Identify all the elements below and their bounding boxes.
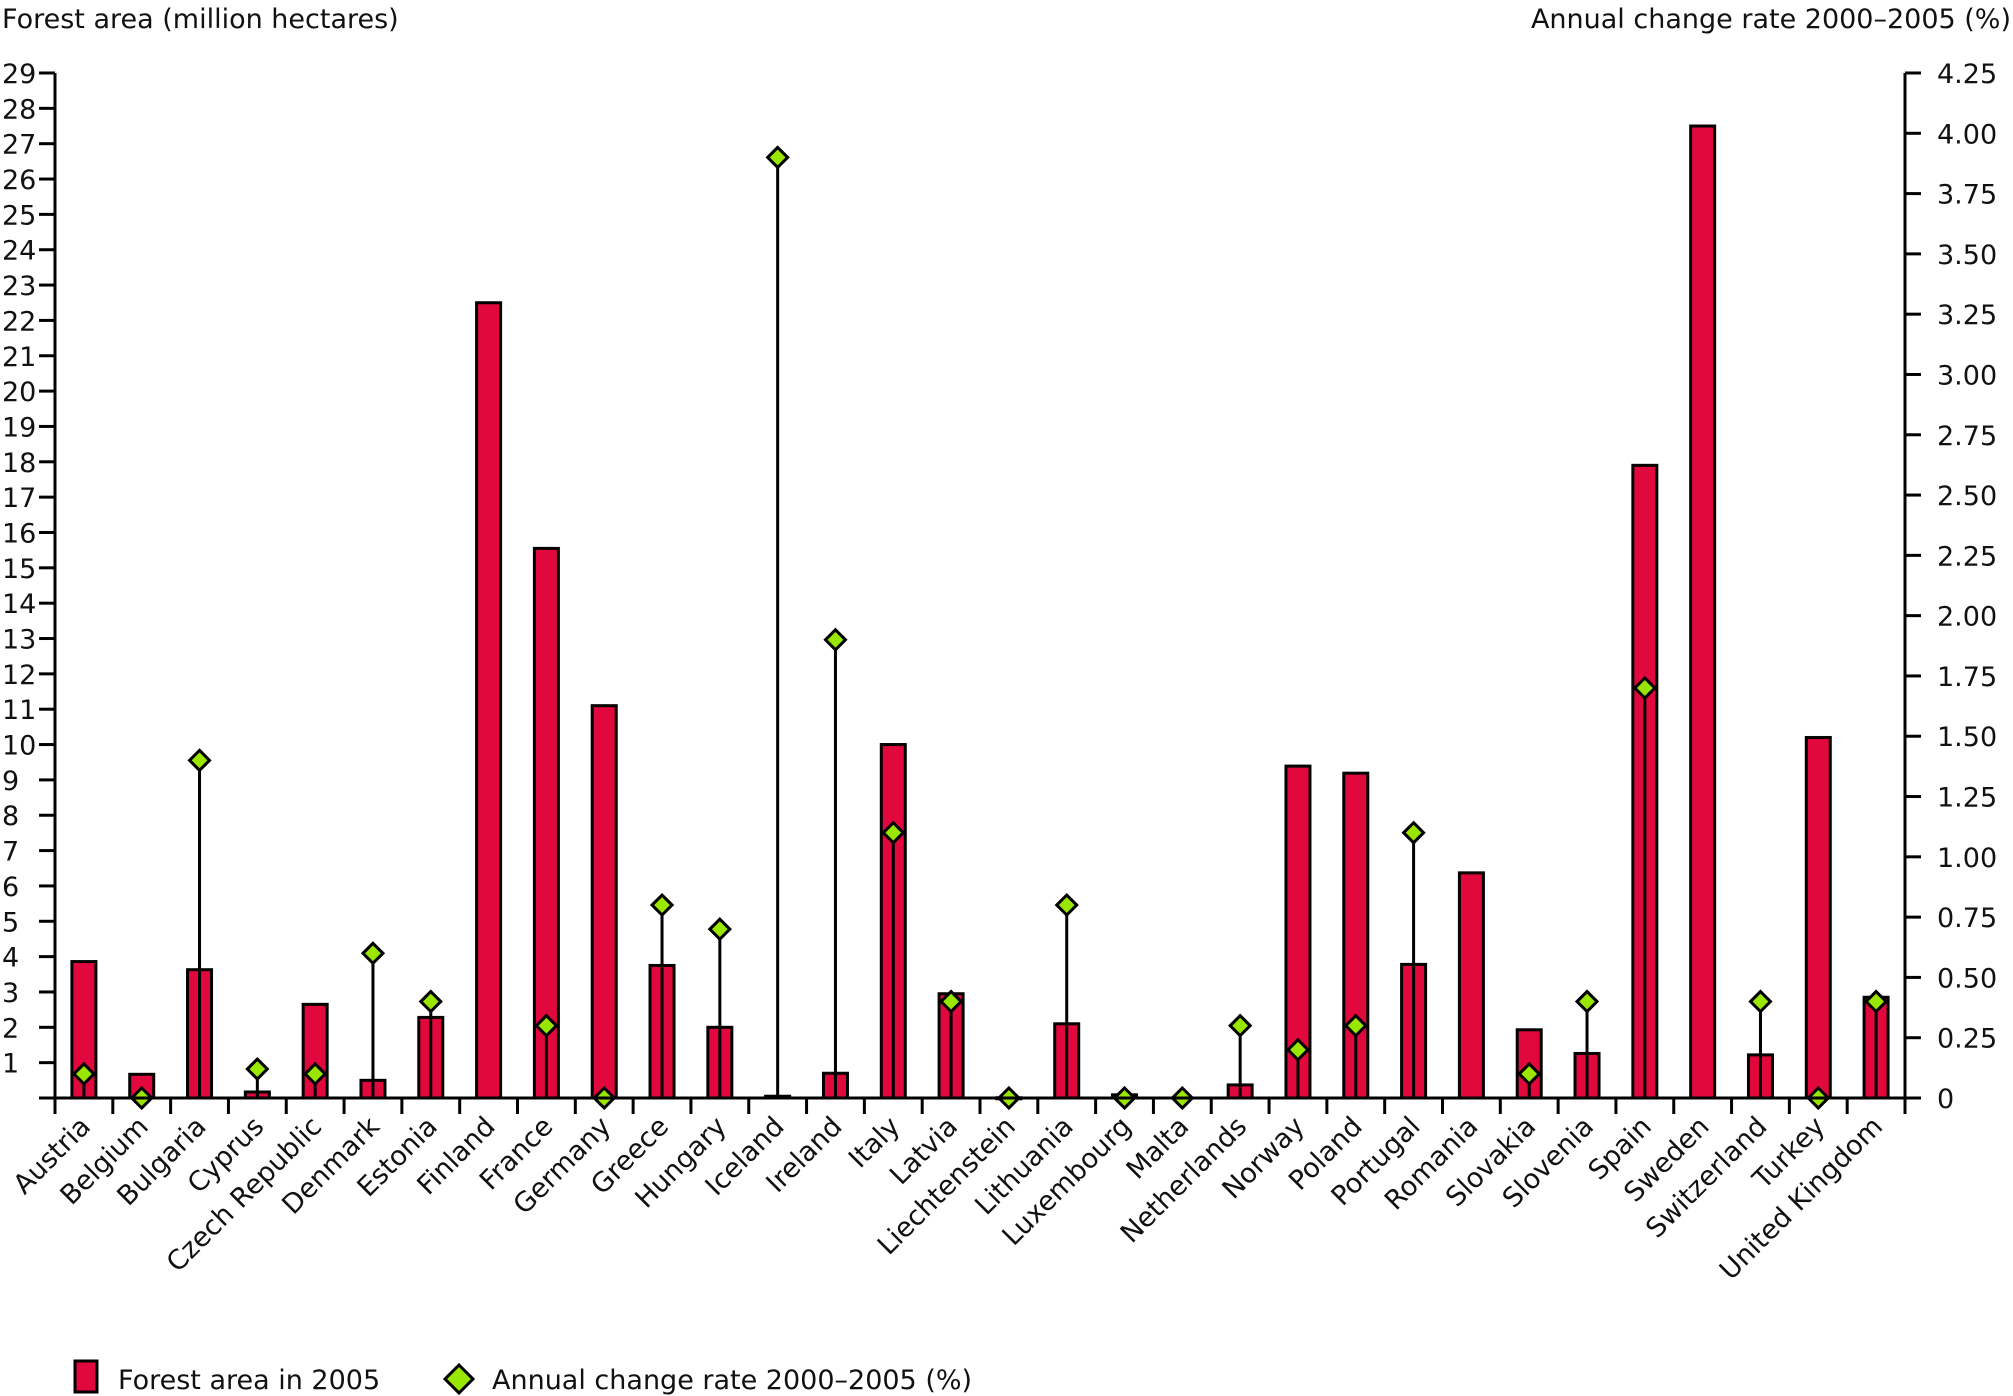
rate-marker-greece: [649, 892, 675, 918]
rate-marker-france: [534, 1013, 559, 1038]
left-tick-label: 4: [2, 943, 19, 974]
right-tick-label: 0: [1937, 1084, 1954, 1115]
left-tick-label: 24: [2, 236, 36, 267]
rate-marker-italy: [881, 820, 906, 845]
left-tick-label: 26: [2, 165, 36, 196]
rate-marker-norway: [1285, 1037, 1311, 1062]
rate-marker-netherlands: [1228, 1013, 1253, 1038]
rate-marker-united-kingdom: [1863, 989, 1889, 1014]
right-tick-label: 3.50: [1937, 240, 1997, 271]
left-tick-label: 18: [2, 448, 36, 479]
left-tick-label: 22: [2, 306, 36, 337]
right-tick-label: 2.75: [1937, 421, 1997, 452]
legend: Forest area in 2005 Annual change rate 2…: [73, 1359, 972, 1396]
left-tick-label: 11: [2, 695, 36, 726]
bar-germany: [590, 704, 618, 1100]
left-tick-label: 28: [2, 94, 36, 125]
rate-marker-ireland: [823, 627, 848, 652]
bar-romania: [1457, 871, 1485, 1100]
left-tick-label: 21: [2, 342, 36, 373]
left-tick-label: 2: [2, 1013, 19, 1044]
rate-marker-portugal: [1401, 820, 1426, 845]
left-tick-label: 19: [2, 412, 36, 443]
right-tick-label: 0.50: [1937, 963, 1997, 994]
left-tick-label: 5: [2, 907, 19, 938]
rate-marker-switzerland: [1748, 989, 1773, 1014]
right-tick-label: 2.50: [1937, 481, 1997, 512]
left-axis-title: Forest area (million hectares): [2, 4, 399, 35]
rate-marker-latvia: [938, 989, 964, 1014]
left-tick-label: 20: [2, 377, 36, 408]
left-tick-label: 14: [2, 589, 36, 620]
right-axis-title: Annual change rate 2000–2005 (%): [1531, 4, 2011, 35]
left-tick-label: 23: [2, 271, 36, 302]
rate-marker-spain: [1632, 675, 1657, 701]
left-tick-label: 29: [2, 59, 36, 90]
bar-series: [70, 124, 1890, 1101]
legend-label-change-rate: Annual change rate 2000–2005 (%): [492, 1365, 972, 1396]
marker-series: [71, 145, 1889, 1111]
rate-marker-hungary: [707, 917, 732, 942]
bar-sweden: [1689, 124, 1717, 1100]
bar-france: [532, 546, 560, 1100]
left-tick-label: 15: [2, 554, 36, 585]
right-tick-label: 1.00: [1937, 843, 1997, 874]
left-tick-label: 9: [2, 766, 19, 797]
left-tick-label: 17: [2, 483, 36, 514]
rate-marker-cyprus: [245, 1056, 270, 1082]
rate-marker-bulgaria: [187, 748, 212, 773]
left-tick-label: 13: [2, 625, 36, 656]
rate-marker-slovenia: [1574, 989, 1600, 1014]
rate-marker-austria: [71, 1061, 97, 1087]
legend-bar-swatch: [73, 1359, 99, 1394]
bar-turkey: [1804, 735, 1832, 1100]
bar-finland: [475, 301, 503, 1100]
right-tick-label: 4.25: [1937, 59, 1997, 90]
left-tick-label: 25: [2, 200, 36, 231]
rate-marker-poland: [1343, 1013, 1368, 1038]
left-tick-label: 8: [2, 801, 19, 832]
right-tick-label: 4.00: [1937, 119, 1997, 150]
right-tick-label: 3.25: [1937, 300, 1997, 331]
left-tick-label: 1: [2, 1049, 19, 1080]
rate-marker-estonia: [418, 989, 443, 1014]
left-tick-label: 10: [2, 731, 36, 762]
rate-marker-slovakia: [1517, 1061, 1542, 1087]
rate-marker-lithuania: [1054, 892, 1079, 918]
right-tick-label: 0.75: [1937, 903, 1997, 934]
right-tick-label: 0.25: [1937, 1024, 1997, 1055]
right-tick-label: 1.25: [1937, 783, 1997, 814]
right-tick-label: 2.25: [1937, 541, 1997, 572]
right-tick-label: 3.00: [1937, 360, 1997, 391]
right-tick-label: 2.00: [1937, 602, 1997, 633]
rate-marker-czech-republic: [303, 1061, 328, 1087]
left-tick-label: 7: [2, 837, 19, 868]
right-tick-label: 1.50: [1937, 722, 1997, 753]
left-tick-label: 16: [2, 518, 36, 549]
rate-marker-denmark: [360, 941, 386, 966]
left-tick-label: 27: [2, 130, 36, 161]
left-tick-label: 12: [2, 660, 36, 691]
rate-marker-iceland: [765, 145, 790, 170]
right-tick-label: 3.75: [1937, 180, 1997, 211]
legend-label-forest-area: Forest area in 2005: [118, 1365, 380, 1396]
legend-diamond-icon: [442, 1362, 476, 1396]
left-tick-label: 3: [2, 978, 19, 1009]
left-tick-label: 6: [2, 872, 19, 903]
right-tick-label: 1.75: [1937, 662, 1997, 693]
